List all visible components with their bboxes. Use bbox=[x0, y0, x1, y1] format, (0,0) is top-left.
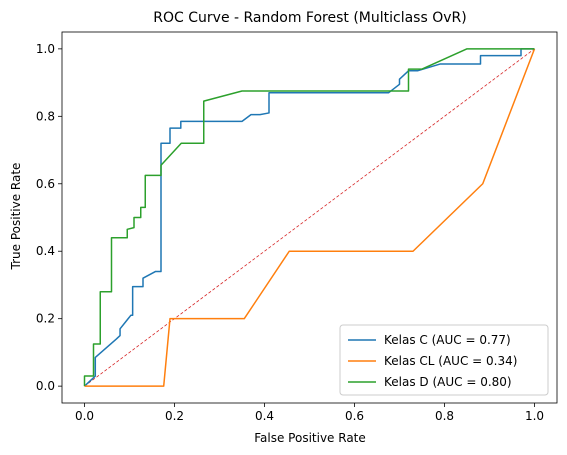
y-tick-label: 0.6 bbox=[36, 177, 55, 191]
x-tick-label: 0.2 bbox=[165, 409, 184, 423]
series-line-kelas-d bbox=[83, 48, 535, 387]
axes-layer: 0.0 0.2 0.4 0.6 0.8 1.0 0.0 0.2 0.4 0.6 0.8 1.0 bbox=[36, 31, 558, 423]
x-axis-label: False Positive Rate bbox=[254, 431, 366, 445]
y-tick-label: 0.4 bbox=[36, 244, 55, 258]
legend-label-kelas-d: Kelas D (AUC = 0.80) bbox=[384, 375, 512, 389]
legend-label-kelas-c: Kelas C (AUC = 0.77) bbox=[384, 333, 511, 347]
y-axis-label: True Positive Rate bbox=[9, 163, 23, 271]
legend-label-kelas-cl: Kelas CL (AUC = 0.34) bbox=[384, 354, 517, 368]
legend-frame bbox=[339, 324, 549, 396]
x-tick-label: 0.6 bbox=[345, 409, 364, 423]
x-tick-label: 1.0 bbox=[525, 409, 544, 423]
y-tick-label: 0.0 bbox=[36, 379, 55, 393]
legend: Kelas C (AUC = 0.77) Kelas CL (AUC = 0.34… bbox=[339, 324, 549, 396]
chart-title: ROC Curve - Random Forest (Multiclass Ov… bbox=[153, 10, 466, 26]
axes-spines bbox=[61, 31, 558, 404]
reference-diagonal-line bbox=[84, 48, 535, 387]
series-layer bbox=[83, 48, 536, 387]
x-tick-label: 0.4 bbox=[255, 409, 274, 423]
y-tick-label: 0.2 bbox=[36, 312, 55, 326]
x-tick-label: 0.8 bbox=[435, 409, 454, 423]
x-tick-label: 0.0 bbox=[75, 409, 94, 423]
y-tick-label: 1.0 bbox=[36, 42, 55, 56]
y-tick-label: 0.8 bbox=[36, 109, 55, 123]
reference-line-layer bbox=[84, 48, 535, 387]
series-line-kelas-cl bbox=[84, 48, 536, 387]
series-line-kelas-c bbox=[83, 48, 535, 387]
